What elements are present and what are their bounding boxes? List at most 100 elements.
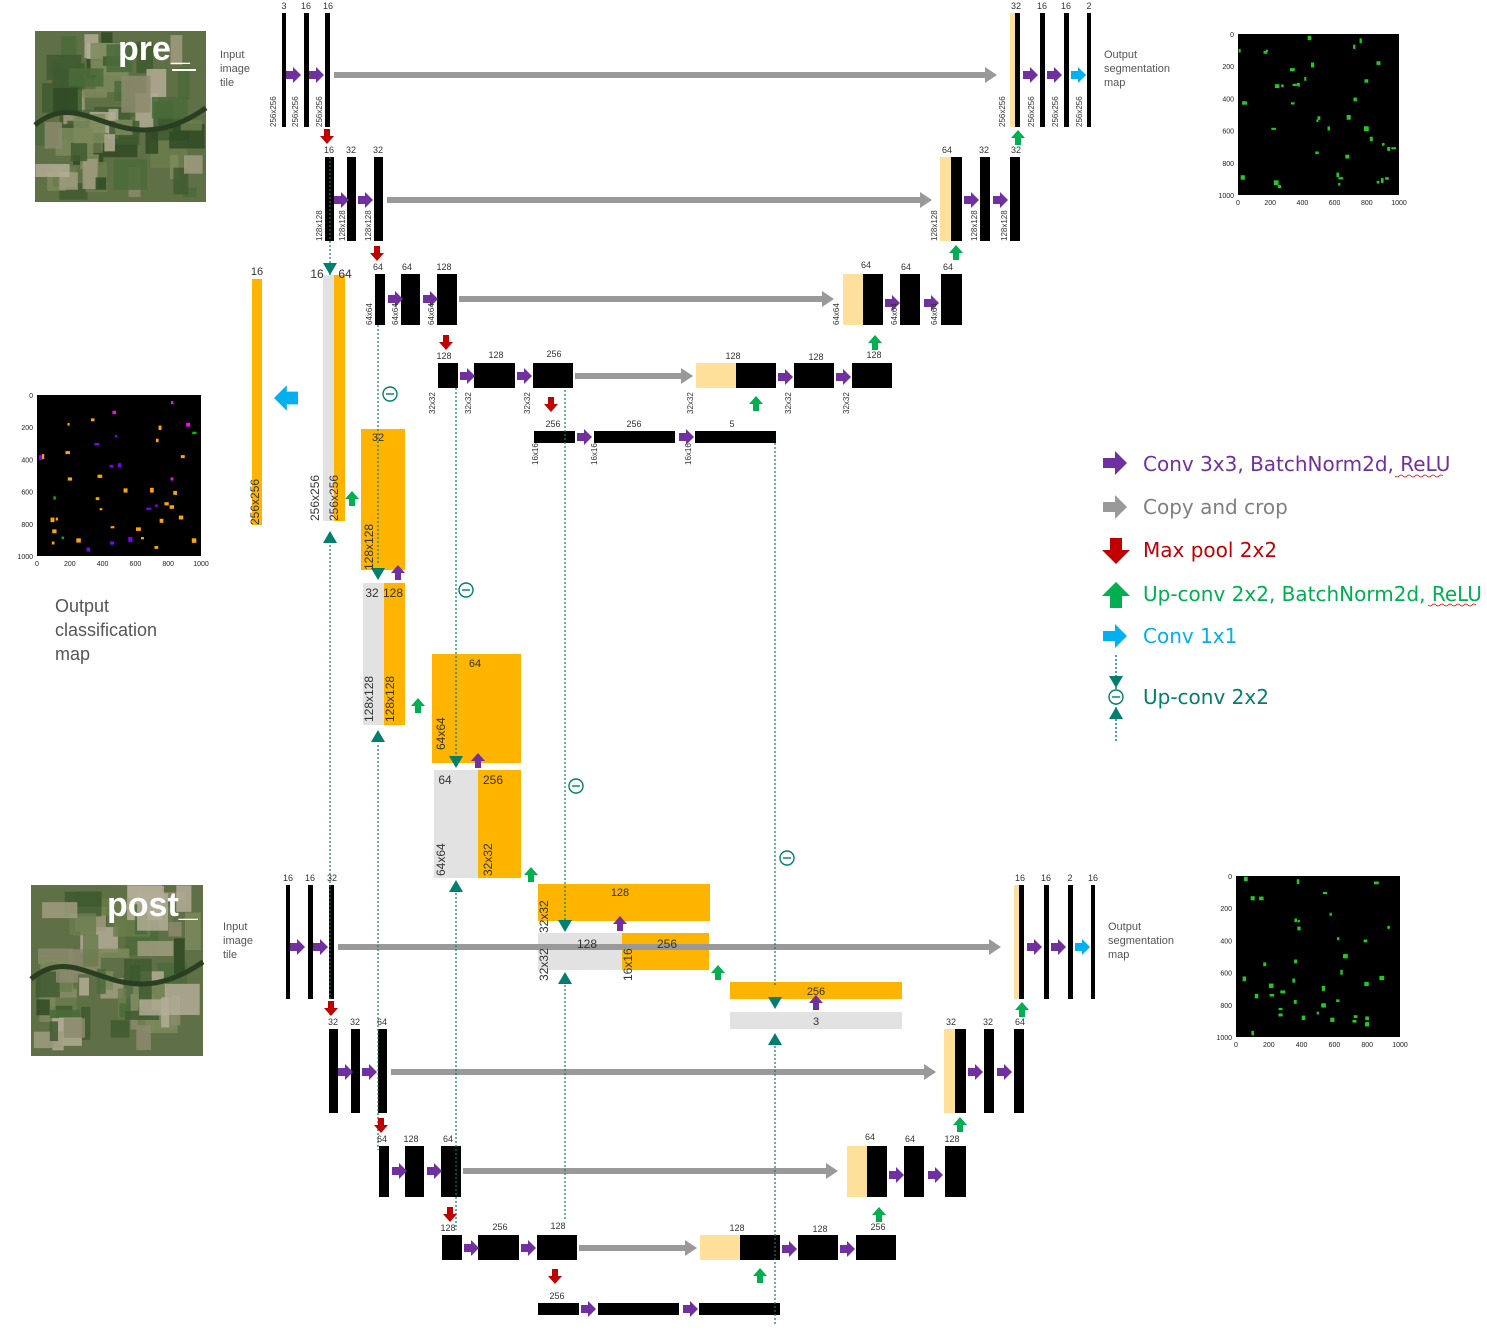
resolution-label: 64x64 — [832, 303, 841, 325]
post-image-label: post_ — [107, 886, 198, 924]
maxpool-arrow — [370, 246, 384, 261]
feature-map — [736, 363, 776, 388]
heatmap-speck — [1292, 978, 1296, 983]
heatmap-speck — [1353, 44, 1356, 49]
feature-map — [695, 431, 776, 443]
channel-label: 32 — [328, 1017, 338, 1027]
heatmap-speck — [94, 442, 100, 446]
channel-label: 64 — [402, 262, 412, 272]
heatmap-x-tick: 800 — [1361, 1042, 1373, 1049]
heatmap-speck — [1337, 937, 1340, 941]
resolution-label: 128x128 — [362, 524, 376, 570]
copy-crop-arrow — [575, 373, 681, 379]
channel-label: 64 — [865, 1132, 875, 1142]
heatmap-speck — [1365, 1022, 1370, 1027]
copy-crop-arrowhead — [826, 1163, 838, 1179]
channel-label: 128 — [440, 1223, 455, 1233]
legend-conv3x3-icon — [1103, 451, 1127, 475]
fused-gray-map — [434, 770, 478, 878]
resolution-label: 256x256 — [269, 96, 278, 127]
fused-gray-map — [323, 275, 334, 521]
heatmap-speck — [1268, 983, 1274, 988]
heatmap-y-tick: 0 — [1230, 32, 1234, 39]
heatmap-y-tick: 400 — [21, 457, 33, 464]
fused-gray-map — [730, 1012, 902, 1029]
feature-map — [401, 274, 420, 325]
heatmap-speck — [178, 515, 184, 520]
legend-down-triangle — [1109, 676, 1123, 688]
feature-map — [594, 431, 675, 443]
heatmap-speck — [1376, 61, 1381, 65]
feature-map — [534, 431, 575, 443]
copy-crop-arrowhead — [924, 1064, 936, 1080]
legend-upconv-text: Up-conv 2x2 — [1143, 685, 1269, 709]
channel-label: 64 — [443, 1134, 453, 1144]
channel-label: 128 — [488, 350, 503, 360]
fused-feature-map — [334, 275, 345, 521]
heatmap-speck — [1277, 185, 1282, 189]
channel-label: 32 — [346, 145, 356, 155]
satellite-patch — [177, 67, 190, 100]
maxpool-arrow — [443, 1207, 457, 1222]
heatmap-speck — [1271, 127, 1276, 130]
conv3x3-arrow — [286, 67, 301, 83]
channel-label: 32 — [373, 145, 383, 155]
fused-feature-map — [432, 654, 521, 763]
satellite-patch — [183, 155, 203, 174]
upconv-triangle — [768, 997, 782, 1009]
conv3x3-arrow — [993, 192, 1008, 208]
conv3x3-arrow — [309, 67, 324, 83]
upconv-arrow — [345, 491, 359, 506]
channel-label: 128 — [436, 351, 451, 361]
heatmap-speck — [1382, 142, 1385, 146]
channel-label: 128 — [812, 1224, 827, 1234]
heatmap-speck — [1344, 953, 1348, 959]
resolution-label: 64x64 — [930, 303, 939, 325]
heatmap-x-tick: 1000 — [193, 561, 209, 568]
conv3x3-arrow — [679, 429, 694, 445]
satellite-patch — [139, 999, 167, 1016]
resolution-label: 256x256 — [308, 475, 322, 521]
legend-copy-icon — [1103, 495, 1127, 519]
heatmap-speck — [1369, 136, 1373, 142]
resolution-label: 64x64 — [890, 303, 899, 325]
heatmap-speck — [1364, 79, 1369, 83]
heatmap-speck — [1243, 876, 1248, 882]
satellite-patch — [106, 44, 133, 73]
channel-label: 32 — [1011, 1, 1021, 11]
classification-output-map — [252, 279, 262, 525]
feature-map — [740, 1235, 780, 1260]
heatmap-x-tick: 0 — [1236, 200, 1240, 207]
upconv-arrow — [1011, 130, 1025, 145]
feature-map — [1068, 885, 1073, 999]
channel-label: 128 — [725, 351, 740, 361]
resolution-label: 32x32 — [537, 900, 551, 933]
heatmap-speck — [1329, 912, 1332, 916]
heatmap-speck — [1346, 115, 1351, 120]
satellite-patch — [151, 96, 188, 119]
heatmap-speck — [1273, 180, 1279, 186]
copy-crop-arrowhead — [989, 939, 1001, 955]
heatmap-speck — [1365, 1016, 1369, 1021]
heatmap-speck — [1322, 891, 1327, 895]
satellite-patch — [70, 142, 88, 162]
channel-label: 16 — [323, 1, 333, 11]
copy-crop-arrowhead — [985, 67, 997, 83]
channel-label: 16 — [301, 1, 311, 11]
heatmap-speck — [1296, 82, 1299, 86]
conv3x3-arrow — [778, 369, 793, 385]
channel-label: 128 — [383, 586, 403, 600]
heatmap-speck — [1310, 62, 1315, 68]
satellite-patch — [35, 163, 70, 177]
resolution-label: 32x32 — [686, 392, 695, 414]
heatmap-speck — [90, 418, 95, 422]
heatmap-area — [37, 395, 201, 556]
heatmap-speck — [1336, 999, 1340, 1002]
channel-label: 64 — [338, 267, 352, 281]
resolution-label: 128x128 — [338, 210, 347, 241]
resolution-label: 32x32 — [842, 392, 851, 414]
heatmap-y-tick: 1000 — [1216, 1035, 1232, 1042]
heatmap-speck — [1280, 990, 1286, 994]
conv3x3-arrow — [1023, 67, 1038, 83]
legend-conv1x1-icon — [1103, 624, 1127, 648]
